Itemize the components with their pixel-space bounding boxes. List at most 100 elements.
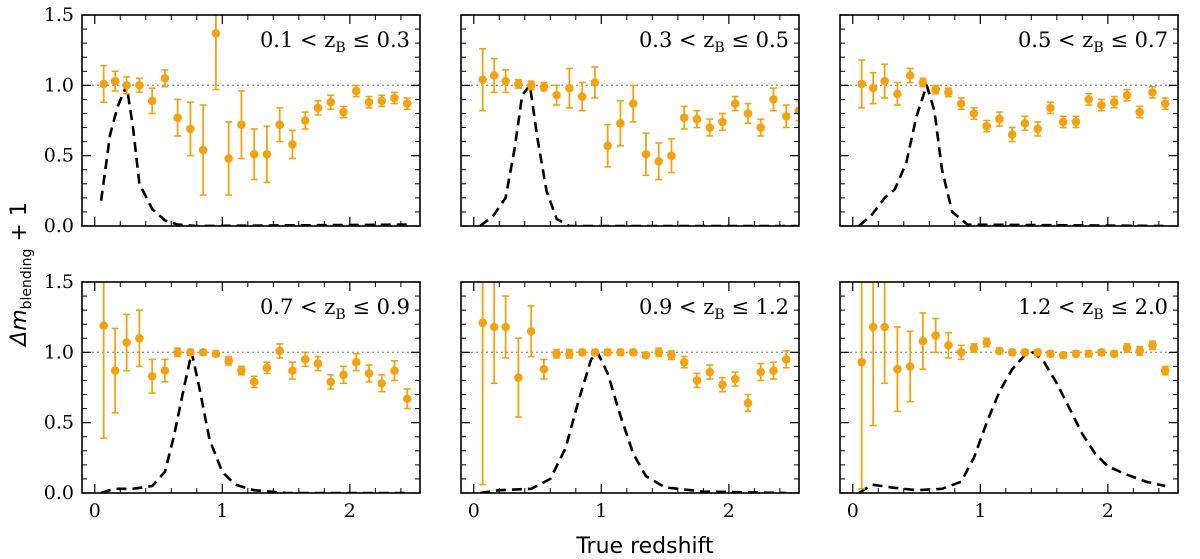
x-axis-title: True redshift [575, 534, 714, 559]
data-point [1109, 349, 1119, 359]
x-tick-label: 2 [344, 500, 356, 522]
data-point [539, 364, 549, 374]
panel-frame [460, 14, 800, 227]
panel-label-sub: B [714, 307, 724, 323]
data-point [1033, 348, 1042, 357]
data-point [364, 369, 374, 378]
data-point [995, 346, 1004, 356]
x-tick-label: 2 [723, 500, 735, 522]
data-point [288, 366, 297, 375]
data-point [969, 109, 979, 118]
data-point [956, 348, 966, 357]
panel-label-tail: ≤ 2.0 [1104, 295, 1168, 319]
data-point [667, 350, 676, 360]
panel-6: 0 1 2 1.2 < zB ≤ 2.0 [839, 281, 1179, 522]
panel-label-main: 0.3 < z [639, 28, 714, 52]
data-point [237, 120, 246, 130]
data-point [781, 111, 791, 121]
y-tick-label: 0.5 [44, 412, 74, 434]
data-point [692, 114, 702, 124]
panels-layer: 0.00.51.01.50.1 < zB ≤ 0.3 0.3 < zB ≤ 0.5… [44, 4, 1179, 522]
data-point [99, 79, 108, 89]
nz-curve [858, 351, 1166, 493]
panel-frame [81, 281, 421, 494]
panel-label-main: 0.1 < z [260, 28, 335, 52]
data-point [565, 349, 574, 359]
panel-frame [839, 14, 1179, 227]
data-point [135, 333, 144, 343]
data-point [667, 151, 676, 160]
data-point [1033, 124, 1042, 134]
data-point [1058, 350, 1068, 360]
data-point [590, 78, 600, 87]
panel-label-main: 0.9 < z [639, 295, 714, 319]
data-point [781, 355, 791, 364]
data-point [718, 117, 727, 127]
nz-curve [99, 84, 408, 226]
panel-frame [839, 281, 1179, 494]
nz-curve [100, 351, 408, 493]
data-point [552, 349, 561, 359]
panel-label-sub: B [335, 307, 345, 323]
nz-curve [479, 351, 787, 493]
data-point [313, 103, 323, 113]
data-point [905, 362, 915, 371]
data-point [1109, 97, 1119, 107]
plot-area [840, 59, 1178, 226]
x-tick-label: 1 [216, 500, 228, 522]
panel-frame [81, 14, 421, 227]
data-point [313, 359, 323, 368]
data-point [769, 366, 778, 375]
data-point [1097, 100, 1106, 110]
data-point [211, 28, 221, 38]
data-point [1135, 107, 1145, 117]
data-point [300, 355, 310, 364]
data-point [982, 338, 991, 347]
x-tick-label: 1 [974, 500, 986, 522]
data-point [173, 348, 182, 357]
data-point [237, 366, 246, 375]
data-point [224, 356, 233, 366]
y-tick-label: 0.5 [44, 145, 74, 167]
data-point [857, 79, 866, 89]
data-point [577, 348, 587, 357]
data-point [616, 348, 625, 357]
data-point [628, 99, 638, 108]
panel-label-main: 0.5 < z [1018, 28, 1093, 52]
data-point [514, 79, 523, 89]
data-point [756, 123, 766, 132]
data-point [288, 140, 297, 149]
data-point [110, 366, 120, 375]
data-point [300, 116, 310, 125]
data-point [603, 141, 612, 151]
data-point [275, 120, 284, 130]
data-point [198, 348, 208, 357]
data-point [526, 81, 536, 90]
data-point [249, 149, 259, 159]
data-point [339, 370, 348, 380]
panel-1: 0.0 0.5 1.0 1.5 0.1 < zB ≤ 0.3 [44, 4, 421, 237]
data-point [160, 366, 170, 375]
data-point [377, 378, 387, 388]
data-point [577, 92, 587, 101]
data-point [173, 113, 182, 122]
data-point [1084, 349, 1094, 359]
data-point [1071, 117, 1081, 127]
data-point [390, 93, 399, 103]
data-point [743, 109, 753, 118]
data-point [868, 83, 878, 93]
data-point [186, 348, 195, 357]
data-point [539, 82, 549, 92]
data-point [590, 348, 600, 357]
panel-label-tail: ≤ 0.9 [346, 295, 410, 319]
data-point [730, 99, 740, 108]
data-point [730, 374, 740, 384]
panel-4: 0.0 0.5 1.0 1.5 0 1 2 0.7 < zB ≤ 0.9 [44, 271, 421, 522]
panel-label: 0.5 < zB ≤ 0.7 [1018, 28, 1168, 56]
data-point [1071, 349, 1081, 359]
data-point [692, 376, 702, 385]
data-point [1122, 90, 1132, 100]
x-tick-label: 1 [595, 500, 607, 522]
panel-label-sub: B [1093, 40, 1103, 56]
data-point [893, 364, 902, 374]
